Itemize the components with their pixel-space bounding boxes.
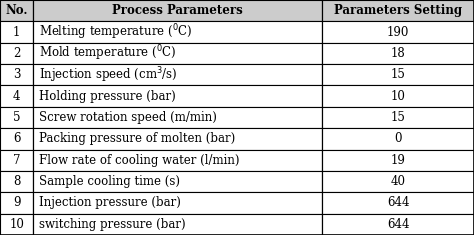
Bar (322, 21, 474, 43)
Text: 6: 6 (13, 132, 20, 145)
Text: Sample cooling time (s): Sample cooling time (s) (39, 175, 180, 188)
Text: Injection speed (cm$^3$/s): Injection speed (cm$^3$/s) (39, 65, 178, 85)
Text: Parameters Setting: Parameters Setting (334, 4, 462, 17)
Text: 5: 5 (13, 111, 20, 124)
Bar (0, 171, 33, 192)
Bar (322, 128, 474, 149)
Text: 9: 9 (13, 196, 20, 209)
Bar (0, 192, 33, 214)
Bar (0, 107, 33, 128)
Bar (0, 128, 33, 149)
Text: 40: 40 (391, 175, 406, 188)
Bar (33, 86, 322, 107)
Bar (33, 128, 322, 149)
Text: 0: 0 (394, 132, 402, 145)
Text: 1: 1 (13, 26, 20, 39)
Bar (0, 149, 33, 171)
Bar (322, 86, 474, 107)
Text: switching pressure (bar): switching pressure (bar) (39, 218, 185, 231)
Bar (322, 192, 474, 214)
Text: 7: 7 (13, 154, 20, 167)
Text: 8: 8 (13, 175, 20, 188)
Bar (322, 64, 474, 86)
Text: 2: 2 (13, 47, 20, 60)
Bar (33, 107, 322, 128)
Text: Mold temperature ($^0$C): Mold temperature ($^0$C) (39, 44, 176, 63)
Bar (322, 43, 474, 64)
Text: 4: 4 (13, 90, 20, 103)
Bar (322, 149, 474, 171)
Bar (0, 86, 33, 107)
Bar (0, 214, 33, 235)
Bar (0, 0, 33, 21)
Bar (33, 171, 322, 192)
Text: 15: 15 (391, 111, 406, 124)
Bar (322, 107, 474, 128)
Text: 15: 15 (391, 68, 406, 81)
Bar (322, 171, 474, 192)
Bar (322, 214, 474, 235)
Text: Packing pressure of molten (bar): Packing pressure of molten (bar) (39, 132, 235, 145)
Text: Screw rotation speed (m/min): Screw rotation speed (m/min) (39, 111, 217, 124)
Bar (33, 21, 322, 43)
Bar (0, 64, 33, 86)
Text: No.: No. (5, 4, 28, 17)
Text: Holding pressure (bar): Holding pressure (bar) (39, 90, 176, 103)
Text: 19: 19 (391, 154, 406, 167)
Text: 644: 644 (387, 218, 410, 231)
Text: 190: 190 (387, 26, 410, 39)
Bar (33, 64, 322, 86)
Text: 3: 3 (13, 68, 20, 81)
Bar (33, 192, 322, 214)
Text: 10: 10 (9, 218, 24, 231)
Text: Melting temperature ($^0$C): Melting temperature ($^0$C) (39, 22, 192, 42)
Bar (322, 0, 474, 21)
Bar (0, 21, 33, 43)
Bar (33, 149, 322, 171)
Bar (0, 43, 33, 64)
Bar (33, 214, 322, 235)
Text: Injection pressure (bar): Injection pressure (bar) (39, 196, 181, 209)
Text: 10: 10 (391, 90, 406, 103)
Text: 644: 644 (387, 196, 410, 209)
Bar (33, 0, 322, 21)
Bar (33, 43, 322, 64)
Text: Process Parameters: Process Parameters (112, 4, 243, 17)
Text: 18: 18 (391, 47, 406, 60)
Text: Flow rate of cooling water (l/min): Flow rate of cooling water (l/min) (39, 154, 239, 167)
